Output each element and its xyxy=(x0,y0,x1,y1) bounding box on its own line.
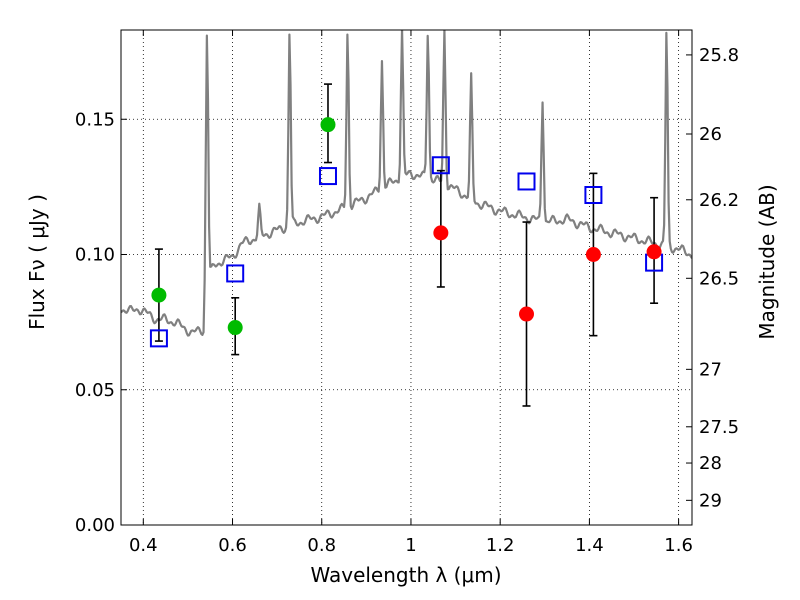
y2-axis-ticks: 25.8 26 26.2 26.5 27 27.5 28 29 xyxy=(686,45,739,511)
model-point xyxy=(226,264,245,283)
x-tick-label: 0.4 xyxy=(129,535,158,556)
observed-point-red xyxy=(433,225,449,241)
y2-tick-label: 26 xyxy=(699,124,722,145)
model-point xyxy=(149,329,168,348)
model-point xyxy=(517,172,536,191)
y2-tick-label: 28 xyxy=(699,453,722,474)
model-point xyxy=(584,186,603,204)
x-tick-label: 1.4 xyxy=(575,535,604,556)
x-tick-label: 0.8 xyxy=(307,535,336,556)
x-tick-label: 1 xyxy=(405,535,416,556)
model-point xyxy=(431,156,450,175)
y2-tick-label: 29 xyxy=(699,490,722,511)
template-spectrum xyxy=(121,30,692,337)
y-axis-ticks: 0.00 0.05 0.10 0.15 xyxy=(75,109,127,536)
x-axis-ticks: 0.4 0.6 0.8 1 1.2 1.4 1.6 xyxy=(129,30,693,556)
observed-point-red xyxy=(518,306,534,322)
observed-point-green xyxy=(151,287,167,303)
y2-axis-title: Magnitude (AB) xyxy=(755,184,779,339)
y2-tick-label: 27.5 xyxy=(699,417,739,438)
observed-point-red xyxy=(585,247,601,263)
observed-points xyxy=(151,117,662,336)
x-tick-label: 0.6 xyxy=(218,535,247,556)
y-tick-label: 0.15 xyxy=(75,109,115,130)
y2-tick-label: 26.2 xyxy=(699,190,739,211)
y-tick-label: 0.00 xyxy=(75,515,115,536)
y2-tick-label: 27 xyxy=(699,359,722,380)
template-line xyxy=(121,30,692,337)
y-tick-label: 0.10 xyxy=(75,245,115,266)
grid xyxy=(121,30,692,525)
model-point xyxy=(318,167,337,186)
x-tick-label: 1.6 xyxy=(664,535,693,556)
model-points xyxy=(149,156,664,348)
y-axis-title: Flux Fν ( μJy ) xyxy=(25,194,49,330)
x-tick-label: 1.2 xyxy=(486,535,515,556)
y2-tick-label: 26.5 xyxy=(699,268,739,289)
plot-frame xyxy=(120,29,693,526)
x-axis-title: Wavelength λ (μm) xyxy=(310,563,501,587)
observed-point-green xyxy=(227,320,243,336)
y2-tick-label: 25.8 xyxy=(699,45,739,66)
y-tick-label: 0.05 xyxy=(75,380,115,401)
observed-point-green xyxy=(320,117,336,133)
observed-point-red xyxy=(646,244,662,260)
